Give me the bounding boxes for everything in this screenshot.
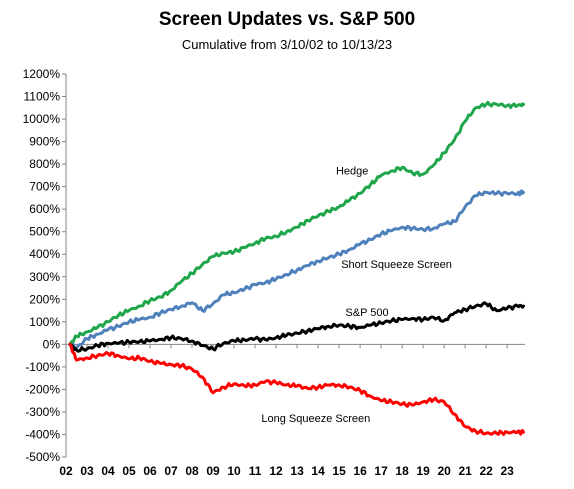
x-tick-label: 16 (353, 464, 367, 478)
x-tick-label: 12 (269, 464, 283, 478)
x-tick-label: 04 (101, 464, 115, 478)
x-tick-label: 15 (332, 464, 346, 478)
y-tick-label: 200% (29, 292, 60, 306)
series-line-hedge (68, 100, 525, 346)
y-tick-label: -300% (25, 405, 60, 419)
y-tick-label: 800% (29, 157, 60, 171)
x-tick-label: 11 (249, 464, 262, 478)
chart-axes: -500% -400% -300% -200% -100% 0% 100% 200% 300% 4… (23, 67, 525, 478)
y-tick-label: 600% (29, 202, 60, 216)
y-tick-label: 1100% (24, 90, 61, 104)
y-tick-label: -200% (25, 382, 60, 396)
y-tick-label: 0% (43, 337, 61, 351)
series-label: Hedge (336, 165, 368, 177)
y-tick-label: 500% (29, 225, 60, 239)
y-tick-label: -100% (25, 360, 60, 374)
x-tick-label: 05 (122, 464, 136, 478)
x-tick-label: 19 (416, 464, 430, 478)
series-line-short-squeeze-screen (68, 189, 525, 350)
y-tick-label: 400% (29, 247, 60, 261)
x-tick-label: 07 (164, 464, 178, 478)
x-tick-label: 20 (437, 464, 451, 478)
chart-subtitle: Cumulative from 3/10/02 to 10/13/23 (181, 37, 393, 52)
series-label: Short Squeeze Screen (341, 259, 452, 271)
chart-title: Screen Updates vs. S&P 500 (158, 9, 416, 30)
y-tick-label: -500% (25, 450, 60, 464)
chart-series (68, 100, 525, 436)
x-tick-label: 03 (80, 464, 94, 478)
x-tick-label: 02 (59, 464, 73, 478)
x-tick-label: 14 (311, 464, 325, 478)
y-tick-label: 300% (29, 270, 60, 284)
series-line-s-p-500 (68, 301, 525, 353)
x-tick-label: 06 (143, 464, 157, 478)
x-tick-label: 18 (395, 464, 409, 478)
x-tick-label: 13 (290, 464, 304, 478)
x-tick-label: 10 (227, 464, 241, 478)
series-label: S&P 500 (345, 307, 388, 319)
y-tick-label: 700% (29, 180, 60, 194)
x-tick-label: 09 (206, 464, 220, 478)
x-tick-label: 17 (374, 464, 388, 478)
y-tick-label: 100% (29, 315, 60, 329)
y-tick-label: 900% (29, 135, 60, 149)
x-tick-label: 21 (458, 464, 472, 478)
series-label: Long Squeeze Screen (261, 413, 370, 425)
y-tick-label: 1200% (23, 67, 61, 81)
series-line-long-squeeze-screen (68, 342, 525, 436)
chart-annotations: Hedge Short Squeeze Screen S&P 500 Long Squ… (261, 165, 452, 425)
y-tick-label: 1000% (23, 112, 61, 126)
x-tick-label: 23 (500, 464, 514, 478)
x-tick-label: 08 (185, 464, 199, 478)
y-tick-label: -400% (25, 427, 60, 441)
x-tick-label: 22 (479, 464, 493, 478)
